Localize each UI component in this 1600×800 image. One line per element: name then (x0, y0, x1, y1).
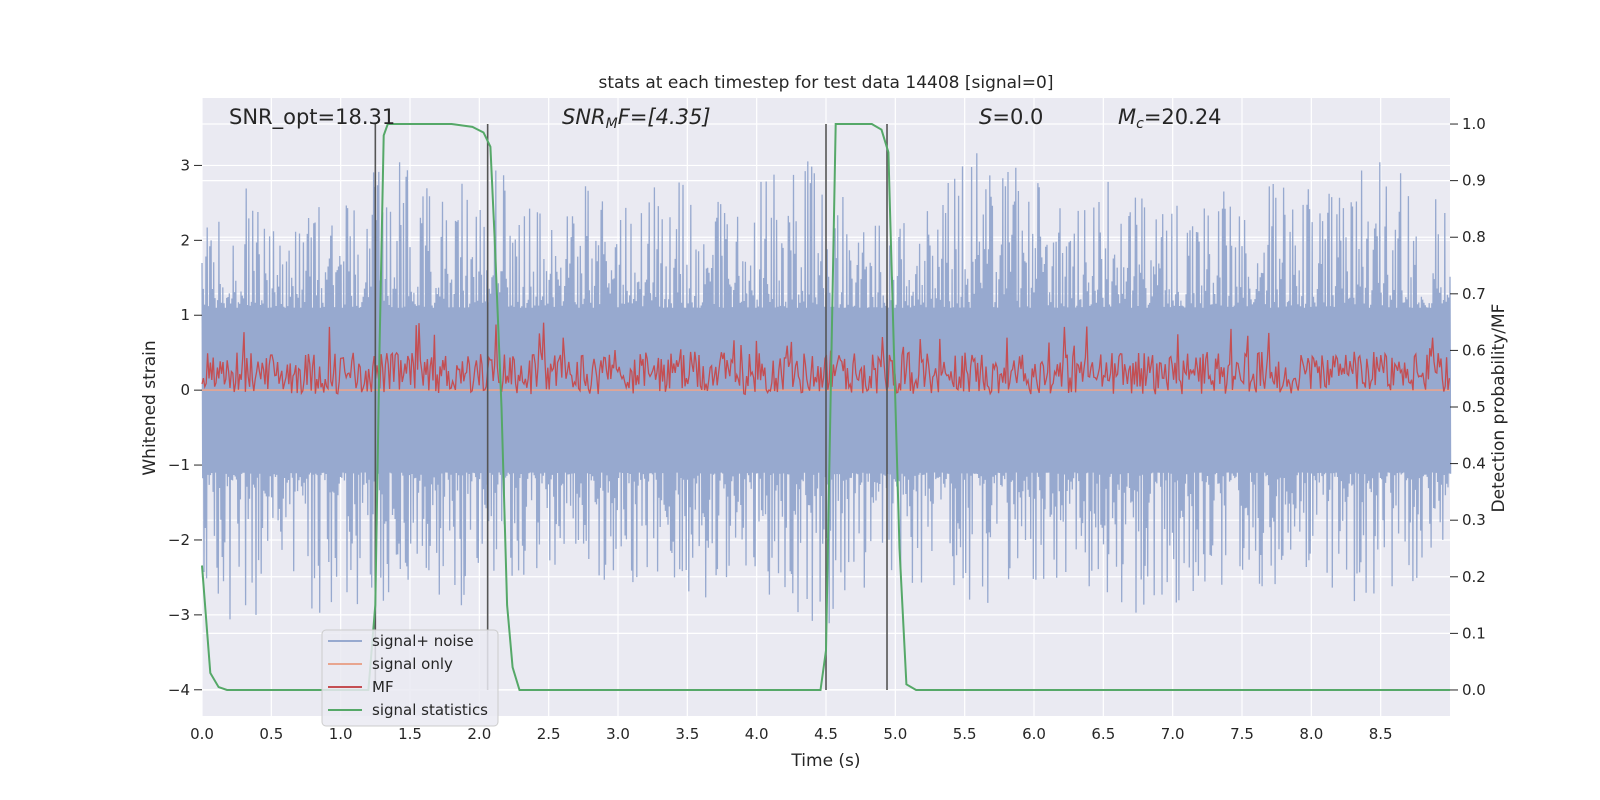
x-tick-label: 8.0 (1299, 725, 1323, 743)
x-tick-label: 7.5 (1230, 725, 1254, 743)
label-layer: 0.0 0.5 1.0 1.5 2.0 2.5 3.0 3.5 4.0 4.5 5.0 5.5 6.0 6… (168, 115, 1486, 743)
snr-mf-base: SNR (562, 105, 606, 129)
mc-subscript: c (1136, 116, 1144, 132)
y-tick-label: −3 (168, 606, 190, 624)
s-rest: =0.0 (992, 105, 1043, 129)
y-tick-label: −2 (168, 531, 190, 549)
y2-tick-label: 0.2 (1462, 568, 1486, 586)
x-tick-label: 3.0 (606, 725, 630, 743)
y-axis-title: Whitened strain (140, 340, 160, 475)
y2-axis-title: Detection probability/MF (1489, 304, 1509, 513)
x-axis-title: Time (s) (790, 751, 860, 771)
x-tick-label: 4.5 (814, 725, 838, 743)
annotation-s: S=0.0 (979, 105, 1043, 129)
y2-tick-label: 0.5 (1462, 398, 1486, 416)
legend-box (321, 629, 499, 727)
y-tick-label: 2 (180, 231, 190, 249)
x-tick-label: 2.0 (467, 725, 491, 743)
x-tick-label: 3.5 (675, 725, 699, 743)
y2-tick-label: 0.9 (1462, 172, 1486, 190)
y2-tick-label: 0.1 (1462, 624, 1486, 642)
annotation-snr-mf: SNRMF=[4.35] (562, 105, 711, 132)
series-signal-statistics (201, 123, 1450, 691)
annotation-snr-opt: SNR_opt=18.31 (229, 105, 395, 130)
x-tick-label: 2.5 (537, 725, 561, 743)
snr-mf-subscript: M (606, 116, 618, 132)
x-tick-label: 7.0 (1161, 725, 1185, 743)
snr-mf-rest: F=[4.35] (618, 105, 711, 129)
s-base: S (979, 105, 992, 129)
x-tick-label: 6.5 (1091, 725, 1115, 743)
mc-base: M (1118, 105, 1136, 129)
y-tick-label: −4 (168, 681, 190, 699)
x-tick-label: 5.5 (953, 725, 977, 743)
x-tick-label: 1.0 (329, 725, 353, 743)
legend: signal+ noise signal only MF signal stat… (321, 629, 499, 727)
x-tick-label: 8.5 (1369, 725, 1393, 743)
x-tick-label: 6.0 (1022, 725, 1046, 743)
data-layer (201, 123, 1452, 691)
annotation-mc: Mc=20.24 (1118, 105, 1222, 132)
legend-label-signal-only: signal only (372, 655, 453, 673)
x-tick-label: 1.5 (398, 725, 422, 743)
y2-tick-label: 0.7 (1462, 285, 1486, 303)
y2-tick-label: 0.4 (1462, 455, 1486, 473)
y2-tick-label: 0.0 (1462, 681, 1486, 699)
legend-label-mf: MF (372, 678, 394, 696)
x-tick-label: 0.0 (190, 725, 214, 743)
mc-rest: =20.24 (1144, 105, 1222, 129)
y2-tick-label: 0.8 (1462, 228, 1486, 246)
x-tick-label: 5.0 (883, 725, 907, 743)
y-tick-label: 0 (180, 381, 190, 399)
y2-tick-label: 1.0 (1462, 115, 1486, 133)
legend-label-signal-noise: signal+ noise (372, 632, 474, 650)
x-tick-label: 4.0 (745, 725, 769, 743)
y-tick-label: −1 (168, 456, 190, 474)
y-tick-label: 1 (180, 306, 190, 324)
x-tick-label: 0.5 (259, 725, 283, 743)
y-tick-label: 3 (180, 156, 190, 174)
y2-tick-label: 0.6 (1462, 341, 1486, 359)
legend-label-signal-statistics: signal statistics (372, 701, 488, 719)
chart-title: stats at each timestep for test data 144… (599, 73, 1054, 93)
y2-tick-label: 0.3 (1462, 511, 1486, 529)
